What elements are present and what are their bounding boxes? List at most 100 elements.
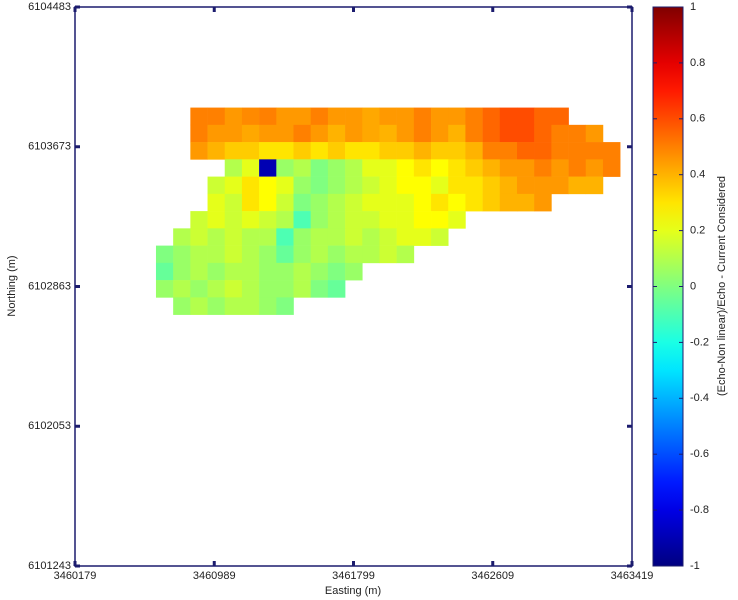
heatmap-cell (396, 193, 415, 212)
heatmap-cell (534, 142, 552, 160)
heatmap-cell (516, 159, 535, 177)
heatmap-cell (396, 211, 415, 229)
heatmap-cell (551, 124, 569, 143)
heatmap-cell (379, 228, 397, 246)
heatmap-cell (362, 159, 380, 177)
colorbar-tick-label: -0.2 (690, 336, 709, 348)
heatmap-cell (431, 124, 449, 143)
colorbar-tick-label: 0.2 (690, 225, 705, 237)
heatmap-cell (379, 159, 397, 177)
heatmap-cell (431, 107, 449, 126)
heatmap-cell (327, 107, 346, 126)
heatmap-cell (224, 280, 243, 298)
heatmap-cell (413, 193, 432, 212)
heatmap-cell (396, 124, 415, 143)
heatmap-cell (602, 159, 621, 177)
heatmap-cell (482, 107, 501, 126)
y-axis-label: Northing (m) (6, 255, 18, 316)
colorbar-tick-label: 0.4 (690, 169, 705, 181)
heatmap-cell (293, 124, 311, 143)
heatmap-cell (173, 262, 191, 281)
heatmap-cell (224, 193, 243, 212)
heatmap-cell (568, 142, 587, 160)
heatmap-cell (327, 193, 346, 212)
heatmap-cell (413, 142, 432, 160)
heatmap-cell (534, 193, 552, 212)
heatmap-cell (413, 107, 432, 126)
heatmap-cell (534, 159, 552, 177)
heatmap-cell (155, 280, 174, 298)
heatmap-cell (259, 193, 277, 212)
heatmap-cell (293, 142, 311, 160)
heatmap-cell (190, 280, 208, 298)
heatmap-cell (310, 159, 329, 177)
heatmap-cell (276, 124, 294, 143)
heatmap-cell (190, 262, 208, 281)
heatmap-cell (345, 193, 363, 212)
heatmap-cell (276, 245, 294, 264)
heatmap-cell (173, 228, 191, 246)
heatmap-cell (585, 142, 604, 160)
heatmap-cell (396, 107, 415, 126)
heatmap-cell (241, 124, 260, 143)
heatmap-cell (190, 211, 208, 229)
heatmap-cell (551, 176, 569, 195)
heatmap-cell (431, 176, 449, 195)
heatmap-cell (431, 228, 449, 246)
heatmap-cell (345, 142, 363, 160)
heatmap-cell (431, 142, 449, 160)
heatmap-cell (276, 107, 294, 126)
heatmap-cell (224, 176, 243, 195)
heatmap-cell (379, 124, 397, 143)
y-tick-label: 6102863 (28, 280, 71, 292)
heatmap-cell (551, 107, 569, 126)
heatmap-cell (224, 245, 243, 264)
heatmap-cell (207, 228, 226, 246)
heatmap-cell (224, 297, 243, 315)
heatmap-cell (585, 124, 604, 143)
heatmap-cell (465, 107, 483, 126)
colorbar-tick-label: 0.8 (690, 57, 705, 69)
heatmap-cell (241, 228, 260, 246)
y-tick-label: 6103673 (28, 141, 71, 153)
heatmap-cell (173, 280, 191, 298)
heatmap-cell (413, 211, 432, 229)
x-tick-label: 3460179 (54, 570, 97, 582)
colorbar-tick-label: 0 (690, 280, 696, 292)
heatmap-cell (448, 142, 466, 160)
heatmap-cell (259, 176, 277, 195)
heatmap-cell (173, 245, 191, 264)
heatmap-cell (310, 142, 329, 160)
heatmap-cell (293, 228, 311, 246)
heatmap-cell (362, 124, 380, 143)
heatmap-cell (585, 176, 604, 195)
heatmap-cell (379, 193, 397, 212)
heatmap-cell (327, 159, 346, 177)
heatmap-cell (259, 262, 277, 281)
heatmap-cell (396, 142, 415, 160)
heatmap-cell (568, 176, 587, 195)
heatmap-cell (224, 107, 243, 126)
heatmap-cell (207, 297, 226, 315)
heatmap-cell (293, 193, 311, 212)
heatmap-cell (551, 159, 569, 177)
heatmap-cell (224, 159, 243, 177)
y-tick-label: 6101243 (28, 560, 71, 572)
heatmap-cell (362, 176, 380, 195)
x-axis-label: Easting (m) (325, 585, 381, 597)
heatmap-cell (241, 262, 260, 281)
heatmap-cell (293, 245, 311, 264)
colorbar-tick-label: -0.8 (690, 504, 709, 516)
heatmap-cell (396, 176, 415, 195)
heatmap-cell (293, 262, 311, 281)
heatmap-cell (293, 280, 311, 298)
heatmap-cell (551, 142, 569, 160)
heatmap-cell (155, 262, 174, 281)
heatmap-cell (241, 107, 260, 126)
heatmap-cell (207, 280, 226, 298)
heatmap-cell (310, 228, 329, 246)
heatmap-cell (431, 193, 449, 212)
heatmap-cell (499, 142, 518, 160)
heatmap-cell (155, 245, 174, 264)
heatmap-cell (516, 107, 535, 126)
